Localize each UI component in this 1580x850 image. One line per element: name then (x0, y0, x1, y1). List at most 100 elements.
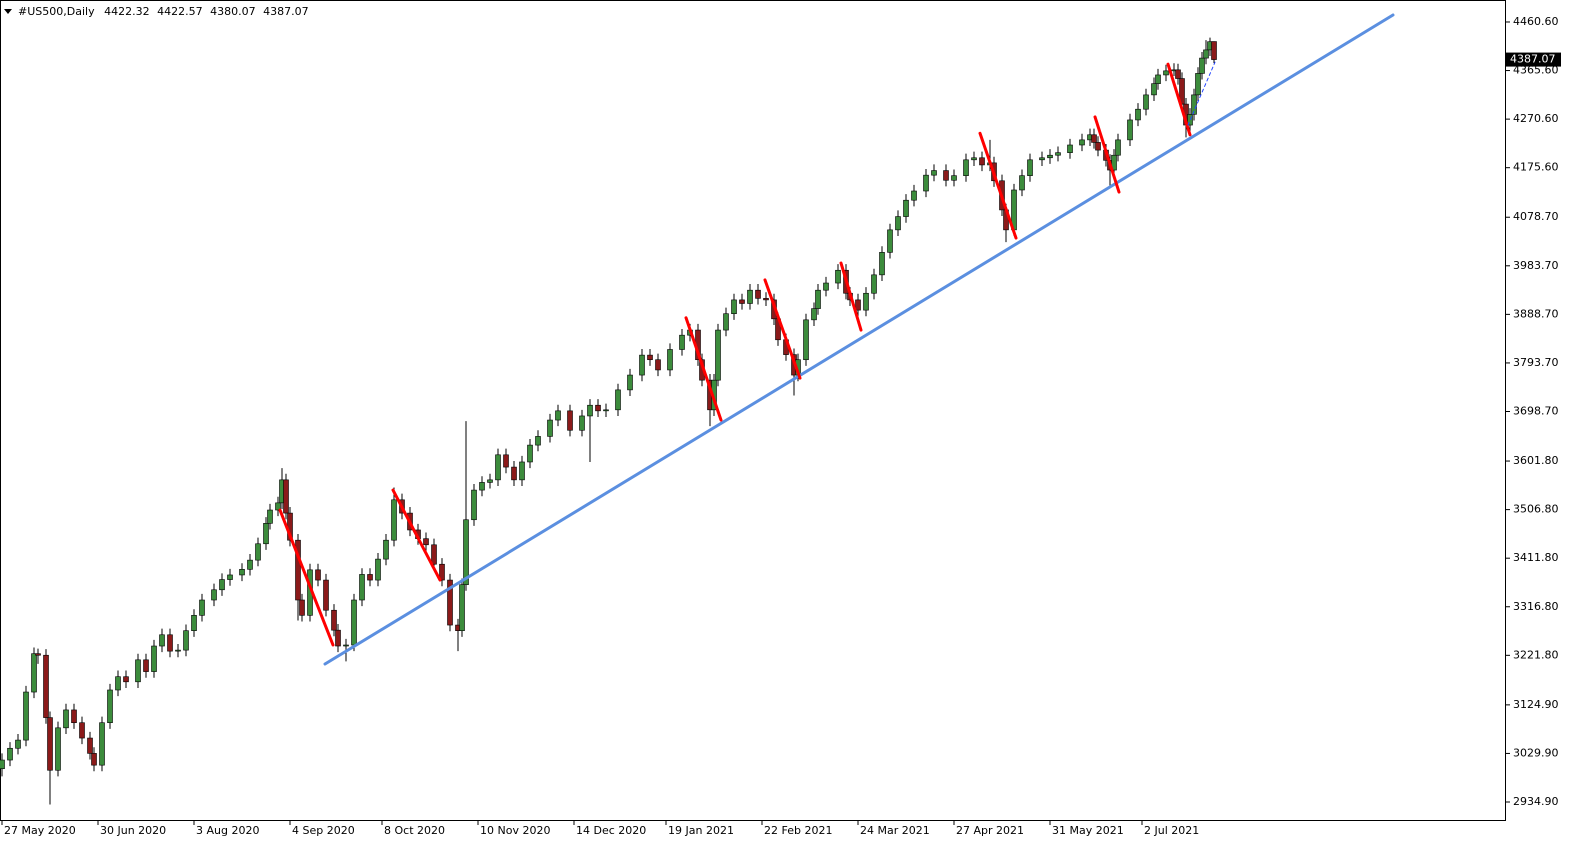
y-tick-label: 3793.70 (1513, 356, 1559, 369)
candle-body (1175, 69, 1181, 79)
candle-body (667, 349, 673, 371)
candle-body (923, 174, 929, 192)
candle-body (535, 436, 541, 446)
candle-body (1115, 139, 1121, 156)
candle-body (863, 292, 869, 311)
trend-line (1166, 62, 1192, 137)
candle-body (471, 489, 477, 521)
x-tick-label: 19 Jan 2021 (668, 824, 734, 837)
trend-line (278, 508, 335, 647)
candle-body (1111, 154, 1117, 171)
candle-body (283, 479, 289, 514)
candle-body (199, 599, 205, 616)
candle-body (151, 645, 157, 672)
candle-body (835, 269, 841, 284)
candle-body (747, 289, 753, 304)
candle-body (903, 199, 909, 217)
candle-body (191, 615, 197, 631)
candle-body (351, 599, 357, 646)
candle-body (175, 649, 181, 652)
header-close: 4387.07 (263, 5, 309, 18)
price-label-box (1506, 52, 1561, 67)
axes: 2934.90 3029.90 3124.90 3221.80 3316.80 3411.… (1, 15, 1561, 837)
y-tick-label: 4460.60 (1513, 15, 1559, 28)
candle-body (823, 282, 829, 291)
trend-line (1093, 115, 1121, 194)
candle-body (211, 589, 217, 601)
price-label: 4387.07 (1510, 53, 1556, 66)
candle-body (43, 654, 49, 718)
x-tick-label: 24 Mar 2021 (860, 824, 930, 837)
candle-body (31, 653, 37, 693)
candle-body (15, 739, 21, 749)
candle-body (183, 630, 189, 651)
trend-line (978, 131, 1018, 240)
candle-body (963, 159, 969, 176)
candle-body (895, 216, 901, 231)
x-tick-label: 2 Jul 2021 (1144, 824, 1199, 837)
candle-body (1151, 83, 1157, 96)
candle-body (71, 709, 77, 724)
x-tick-label: 31 May 2021 (1052, 824, 1124, 837)
y-tick-label: 4175.60 (1513, 161, 1559, 174)
candle-body (603, 409, 609, 412)
y-tick-label: 2934.90 (1513, 795, 1559, 808)
candle-body (239, 569, 245, 576)
candle-body (679, 334, 685, 350)
candle-body (263, 523, 269, 545)
candle-body (1091, 134, 1097, 143)
candle-body (871, 274, 877, 294)
candle-body (979, 157, 985, 166)
candle-body (219, 579, 225, 591)
chart-header: #US500,Daily 4422.32 4422.57 4380.07 438… (18, 5, 309, 18)
candle-body (275, 502, 281, 511)
candle-body (1067, 144, 1073, 153)
candle-body (99, 722, 105, 766)
candle-body (879, 252, 885, 276)
candle-body (1191, 94, 1197, 115)
candle-body (431, 544, 437, 565)
candle-body (803, 319, 809, 361)
candle-body (723, 313, 729, 331)
y-tick-label: 3601.80 (1513, 454, 1559, 467)
trend-line (839, 261, 863, 332)
candle-body (7, 747, 13, 761)
candle-body (315, 569, 321, 581)
header-high: 4422.57 (157, 5, 203, 18)
menu-arrow[interactable] (4, 9, 12, 14)
candle-body (159, 634, 165, 647)
candle-body (615, 389, 621, 411)
candle-body (255, 543, 261, 561)
candle-body (811, 308, 817, 321)
candle-body (135, 659, 141, 683)
y-tick-label: 4270.60 (1513, 112, 1559, 125)
symbol-title: #US500,Daily (18, 5, 95, 18)
candle-body (487, 479, 493, 483)
candle-body (267, 509, 273, 524)
y-tick-label: 3221.80 (1513, 648, 1559, 661)
candle-body (439, 563, 445, 581)
candle-body (295, 539, 301, 601)
candle-body (459, 584, 465, 631)
y-tick-label: 3888.70 (1513, 307, 1559, 320)
x-tick-label: 22 Feb 2021 (764, 824, 832, 837)
candle-body (951, 175, 957, 181)
candle-body (1143, 94, 1149, 110)
candle-body (1095, 142, 1101, 151)
candle-body (715, 329, 721, 381)
candle-body (547, 419, 553, 437)
candle-body (755, 289, 761, 299)
candle-body (1019, 175, 1025, 191)
candle-body (23, 691, 29, 741)
candle-body (343, 644, 349, 647)
plot-frame (0, 0, 1506, 821)
candle-body (627, 374, 633, 391)
y-tick-label: 3506.80 (1513, 503, 1559, 516)
candle-body (107, 689, 113, 724)
candle-body (639, 354, 645, 376)
candle-body (495, 454, 501, 481)
y-tick-label: 3124.90 (1513, 698, 1559, 711)
candle-body (911, 190, 917, 201)
candle-body (367, 574, 373, 581)
